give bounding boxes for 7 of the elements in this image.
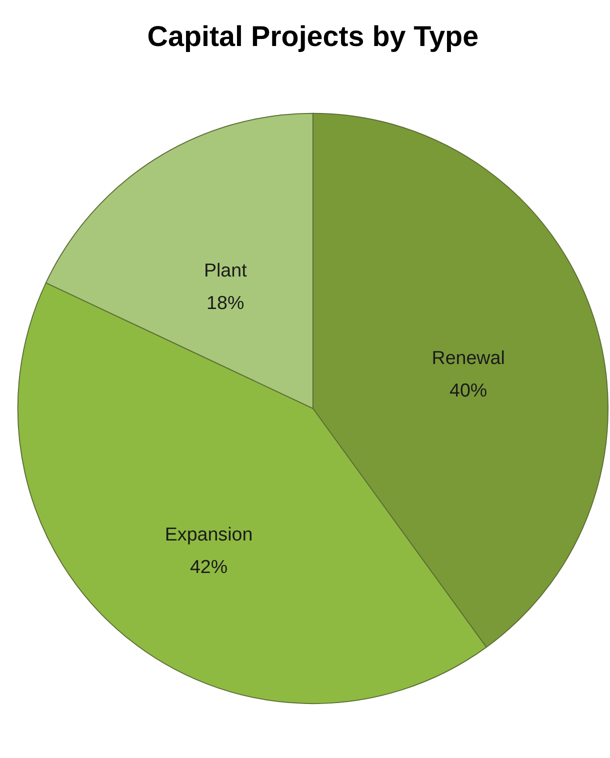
data-label: 42% bbox=[190, 556, 228, 577]
data-label: 18% bbox=[206, 292, 244, 314]
data-label: 40% bbox=[450, 380, 488, 401]
chart-title: Capital Projects by Type bbox=[147, 21, 479, 54]
slice-label: Expansion bbox=[164, 523, 253, 544]
slice-label: Plant bbox=[204, 259, 248, 280]
slice-label: Renewal bbox=[432, 346, 505, 368]
